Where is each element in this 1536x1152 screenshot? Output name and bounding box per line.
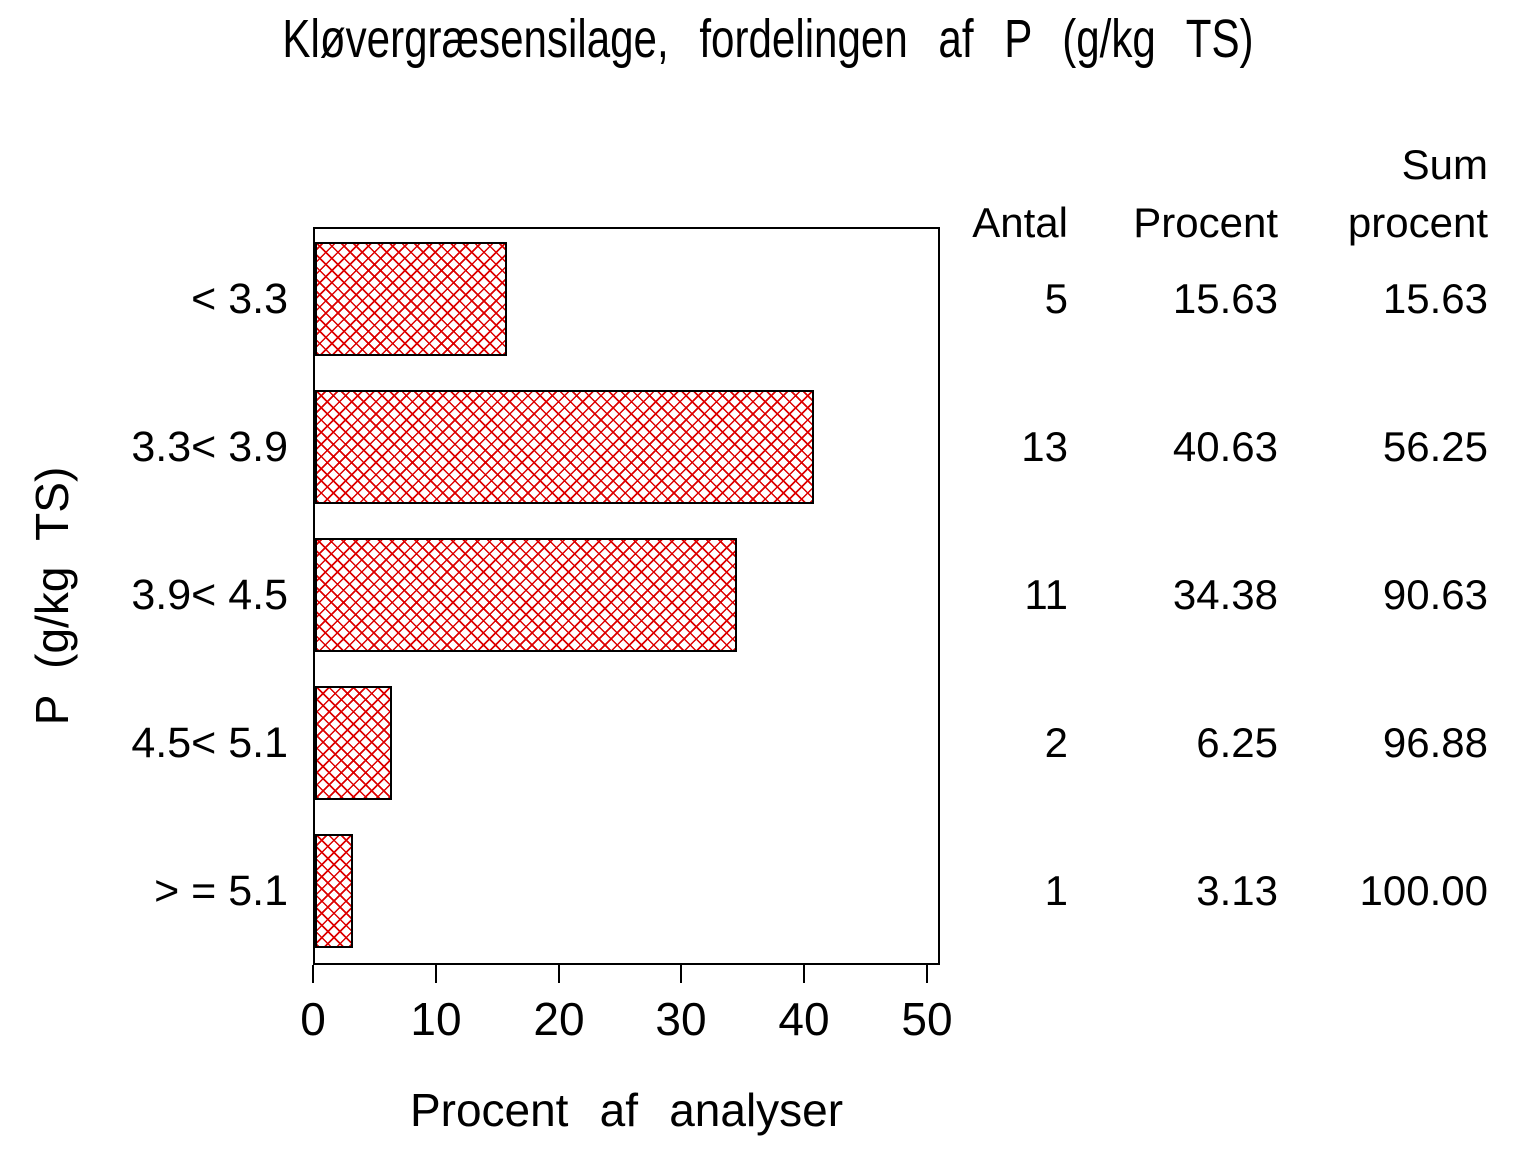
table-row: 2 6.25 96.88 (950, 686, 1488, 800)
header-sum-line1: Sum (1401, 141, 1488, 188)
category-label: < 3.3 (191, 274, 288, 323)
x-tick (926, 965, 928, 983)
cell-procent: 40.63 (1172, 423, 1278, 470)
category-label: 3.3< 3.9 (131, 422, 288, 471)
header-antal: Antal (972, 199, 1068, 246)
table-header: Antal Procent Sum procent (950, 136, 1488, 252)
x-tick (312, 965, 314, 983)
category-label: 3.9< 4.5 (131, 570, 288, 619)
x-axis-label: Procent af analyser (409, 1084, 844, 1136)
table-row: 5 15.63 15.63 (950, 242, 1488, 356)
x-tick-label: 40 (778, 993, 830, 1045)
bar (315, 834, 353, 948)
chart-title: Kløvergræsensilage, fordelingen af P (g/… (282, 9, 1254, 69)
cell-procent: 15.63 (1172, 275, 1278, 322)
cell-sum-procent: 90.63 (1382, 571, 1488, 618)
bar (315, 538, 737, 652)
x-tick (680, 965, 682, 983)
x-tick-label: 20 (533, 993, 585, 1045)
x-tick-label: 50 (901, 993, 953, 1045)
x-tick (435, 965, 437, 983)
table-row: 11 34.38 90.63 (950, 538, 1488, 652)
cell-sum-procent: 96.88 (1382, 719, 1488, 766)
x-tick-label: 30 (655, 993, 707, 1045)
cell-sum-procent: 56.25 (1382, 423, 1488, 470)
cell-procent: 34.38 (1172, 571, 1278, 618)
cell-antal: 2 (1044, 719, 1068, 766)
x-tick-label: 10 (410, 993, 462, 1045)
plot-area (313, 227, 940, 965)
bar (315, 390, 814, 504)
cell-sum-procent: 100.00 (1359, 867, 1488, 914)
x-tick-label: 0 (300, 993, 326, 1045)
cell-antal: 11 (1024, 571, 1068, 618)
bar (315, 242, 507, 356)
header-sum-line2: procent (1347, 199, 1488, 246)
category-label: 4.5< 5.1 (131, 718, 288, 767)
cell-procent: 3.13 (1196, 867, 1278, 914)
header-sum-procent: Sum procent (1278, 136, 1488, 252)
table-row: 1 3.13 100.00 (950, 834, 1488, 948)
cell-antal: 5 (1044, 275, 1068, 322)
category-label: > = 5.1 (154, 866, 288, 915)
cell-sum-procent: 15.63 (1382, 275, 1488, 322)
table-row: 13 40.63 56.25 (950, 390, 1488, 504)
cell-antal: 1 (1044, 867, 1068, 914)
header-procent: Procent (1133, 199, 1278, 246)
x-tick (558, 965, 560, 983)
cell-procent: 6.25 (1196, 719, 1278, 766)
bar (315, 686, 392, 800)
x-tick (803, 965, 805, 983)
cell-antal: 13 (1021, 423, 1068, 470)
